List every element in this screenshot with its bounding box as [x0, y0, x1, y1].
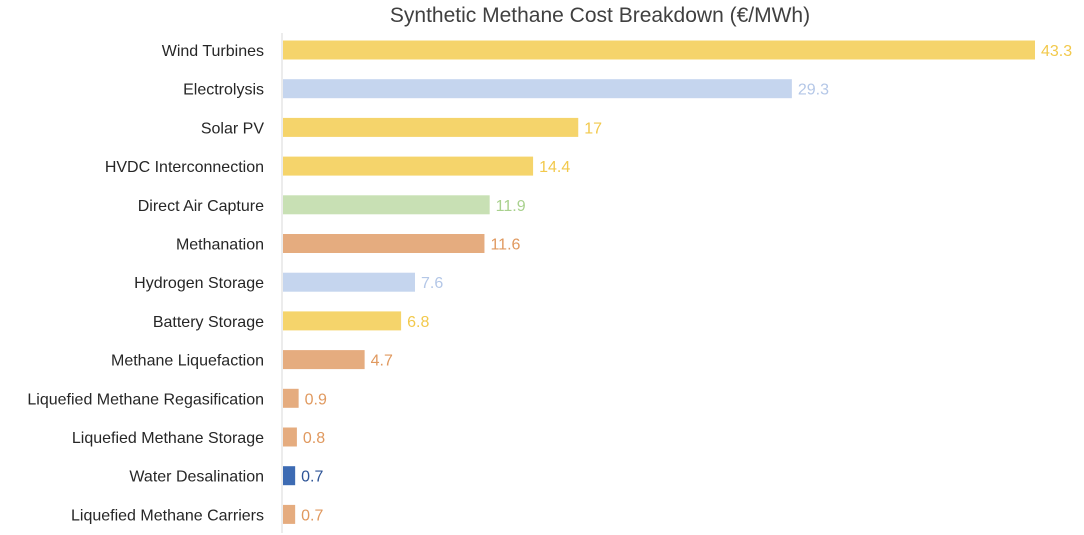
bar: [283, 350, 365, 370]
category-label: Methane Liquefaction: [111, 353, 264, 370]
chart-title: Synthetic Methane Cost Breakdown (€/MWh): [390, 4, 810, 27]
data-label: 17: [584, 120, 602, 137]
category-label: Liquefied Methane Storage: [72, 430, 264, 447]
bar: [283, 195, 490, 215]
category-label: HVDC Interconnection: [105, 159, 264, 176]
data-label: 43.3: [1041, 43, 1072, 60]
bar: [283, 234, 485, 253]
bar: [283, 504, 296, 524]
bar: [283, 79, 792, 99]
category-label: Direct Air Capture: [138, 198, 264, 215]
data-label: 11.9: [496, 198, 526, 215]
category-label: Methanation: [176, 237, 264, 254]
data-label: 29.3: [798, 82, 829, 99]
category-label: Battery Storage: [153, 314, 264, 331]
category-label: Liquefied Methane Regasification: [27, 391, 264, 408]
category-label: Electrolysis: [183, 82, 264, 99]
bar: [283, 427, 297, 447]
bar: [283, 388, 299, 408]
data-label: 0.7: [301, 507, 323, 524]
bar: [283, 117, 579, 137]
data-label: 7.6: [421, 275, 443, 292]
data-label: 4.7: [371, 353, 393, 370]
bar: [283, 466, 296, 486]
data-label: 11.6: [490, 237, 520, 254]
bar: [283, 272, 415, 292]
data-label: 0.7: [301, 469, 323, 486]
bar: [283, 156, 534, 176]
category-label: Solar PV: [201, 120, 264, 137]
category-label: Hydrogen Storage: [134, 275, 264, 292]
data-label: 0.8: [303, 430, 325, 447]
bar: [283, 311, 402, 331]
category-label: Liquefied Methane Carriers: [71, 507, 264, 524]
category-label: Wind Turbines: [162, 43, 264, 60]
data-label: 14.4: [539, 159, 570, 176]
category-label: Water Desalination: [129, 469, 264, 486]
bar: [283, 40, 1035, 60]
data-label: 0.9: [305, 391, 327, 408]
data-label: 6.8: [407, 314, 429, 331]
bars-group: Wind Turbines 43.3 Electrolysis 29.3 Solar P…: [27, 40, 1072, 524]
